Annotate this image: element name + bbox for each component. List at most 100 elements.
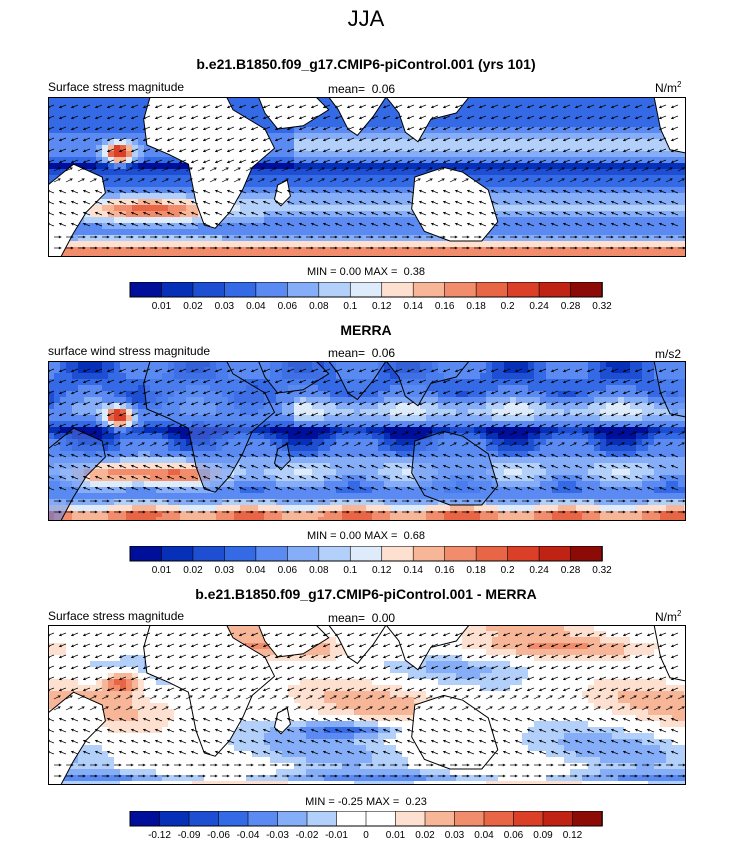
heatmap-cell: [366, 133, 372, 139]
heatmap-cell: [300, 217, 306, 223]
heatmap-cell: [474, 151, 480, 157]
heatmap-cell: [678, 199, 684, 205]
heatmap-cell: [132, 241, 138, 247]
heatmap-cell: [132, 169, 138, 175]
heatmap-cell: [324, 169, 330, 175]
heatmap-cell: [528, 205, 534, 211]
heatmap-cell: [612, 373, 618, 379]
heatmap-cell: [594, 229, 600, 235]
colorbar-tick-label: 0.12: [372, 301, 392, 312]
heatmap-cell: [594, 199, 600, 205]
heatmap-cell: [84, 121, 90, 127]
colorbar-box: [413, 282, 445, 297]
heatmap-cell: [540, 181, 546, 187]
heatmap-cell: [486, 133, 492, 139]
heatmap-cell: [102, 391, 108, 397]
heatmap-cell: [336, 193, 342, 199]
heatmap-cell: [78, 385, 84, 391]
heatmap-cell: [552, 109, 558, 115]
heatmap-cell: [78, 103, 84, 109]
heatmap-cell: [180, 175, 186, 181]
heatmap-cell: [516, 235, 522, 241]
heatmap-cell: [264, 193, 270, 199]
heatmap-cell: [630, 373, 636, 379]
heatmap-cell: [186, 193, 192, 199]
heatmap-cell: [576, 205, 582, 211]
heatmap-cell: [648, 169, 654, 175]
heatmap-cell: [258, 223, 264, 229]
heatmap-cell: [132, 163, 138, 169]
heatmap-cell: [264, 235, 270, 241]
heatmap-cell: [546, 169, 552, 175]
heatmap-cell: [474, 139, 480, 145]
heatmap-cell: [114, 127, 120, 133]
heatmap-cell: [114, 217, 120, 223]
heatmap-cell: [564, 205, 570, 211]
heatmap-cell: [102, 139, 108, 145]
heatmap-cell: [384, 109, 390, 115]
heatmap-cell: [300, 163, 306, 169]
heatmap-cell: [468, 241, 474, 247]
heatmap-cell: [570, 181, 576, 187]
heatmap-cell: [678, 187, 684, 193]
heatmap-cell: [540, 229, 546, 235]
heatmap-cell: [510, 103, 516, 109]
heatmap-cell: [318, 223, 324, 229]
heatmap-cell: [258, 181, 264, 187]
heatmap-cell: [564, 175, 570, 181]
heatmap-cell: [114, 151, 120, 157]
heatmap-cell: [672, 175, 678, 181]
heatmap-cell: [246, 373, 252, 379]
heatmap-cell: [312, 205, 318, 211]
heatmap-cell: [198, 241, 204, 247]
heatmap-cell: [126, 217, 132, 223]
heatmap-cell: [624, 373, 630, 379]
colorbar-box: [319, 282, 351, 297]
heatmap-cell: [294, 139, 300, 145]
heatmap-cell: [414, 151, 420, 157]
heatmap-cell: [648, 181, 654, 187]
heatmap-cell: [240, 241, 246, 247]
heatmap-cell: [384, 241, 390, 247]
heatmap-cell: [84, 163, 90, 169]
heatmap-cell: [432, 163, 438, 169]
heatmap-cell: [270, 229, 276, 235]
heatmap-cell: [156, 235, 162, 241]
heatmap-cell: [618, 241, 624, 247]
heatmap-cell: [534, 109, 540, 115]
heatmap-cell: [642, 385, 648, 391]
heatmap-cell: [378, 229, 384, 235]
heatmap-cell: [498, 109, 504, 115]
heatmap-cell: [126, 193, 132, 199]
heatmap-cell: [174, 229, 180, 235]
heatmap-cell: [558, 229, 564, 235]
heatmap-cell: [354, 145, 360, 151]
heatmap-cell: [534, 367, 540, 373]
heatmap-cell: [648, 235, 654, 241]
heatmap-cell: [120, 175, 126, 181]
heatmap-cell: [672, 217, 678, 223]
heatmap-cell: [486, 103, 492, 109]
heatmap-cell: [294, 145, 300, 151]
heatmap-cell: [612, 235, 618, 241]
heatmap-cell: [318, 211, 324, 217]
heatmap-cell: [666, 199, 672, 205]
heatmap-cell: [570, 151, 576, 157]
heatmap-cell: [660, 229, 666, 235]
heatmap-cell: [138, 205, 144, 211]
heatmap-cell: [582, 127, 588, 133]
heatmap-cell: [666, 151, 672, 157]
heatmap-cell: [150, 193, 156, 199]
heatmap-cell: [354, 211, 360, 217]
heatmap-cell: [498, 373, 504, 379]
heatmap-cell: [582, 103, 588, 109]
heatmap-cell: [90, 109, 96, 115]
heatmap-cell: [486, 367, 492, 373]
heatmap-cell: [264, 205, 270, 211]
heatmap-cell: [282, 133, 288, 139]
heatmap-cell: [570, 223, 576, 229]
heatmap-cell: [678, 217, 684, 223]
heatmap-cell: [144, 229, 150, 235]
heatmap-cell: [252, 193, 258, 199]
heatmap-cell: [102, 109, 108, 115]
